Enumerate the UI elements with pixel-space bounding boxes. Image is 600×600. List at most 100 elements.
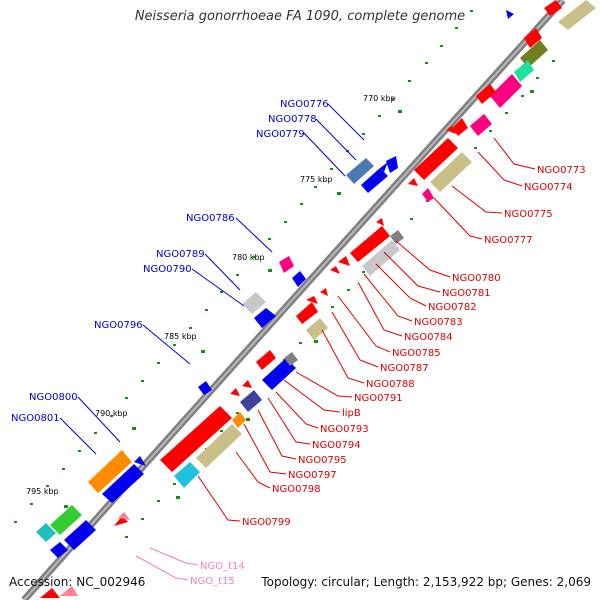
gene-block[interactable]	[284, 352, 298, 366]
kbp-label-780: 780 kbp	[232, 253, 265, 262]
gene-block[interactable]	[306, 318, 328, 340]
gene-block[interactable]	[524, 28, 542, 48]
gene-label-ngo0779[interactable]: NGO0779	[256, 129, 305, 140]
gene-block[interactable]	[470, 114, 492, 136]
gene-label-ngo0789[interactable]: NGO0789	[156, 249, 205, 260]
gene-block[interactable]	[346, 158, 374, 184]
gene-block[interactable]	[296, 302, 318, 324]
gene-label-ngo0787[interactable]: NGO0787	[380, 363, 429, 374]
gene-label-ngo0794[interactable]: NGO0794	[312, 440, 361, 451]
gene-block[interactable]	[242, 380, 252, 388]
gene-block[interactable]	[232, 412, 246, 428]
reverse-gene-labels: NGO0773 NGO0774 NGO0775 NGO0777 NGO0780 …	[242, 165, 586, 528]
gene-block[interactable]	[196, 424, 242, 468]
gene-label-lipb[interactable]: lipB	[342, 408, 361, 419]
gene-block[interactable]	[376, 218, 384, 226]
gene-label-ngo0781[interactable]: NGO0781	[442, 288, 491, 299]
accession-text: Accession: NC_002946	[9, 575, 146, 589]
gene-label-ngo0790[interactable]: NGO0790	[143, 264, 192, 275]
gene-label-ngo0796[interactable]: NGO0796	[94, 320, 143, 331]
gene-label-ngo0780[interactable]: NGO0780	[452, 273, 501, 284]
gene-block[interactable]	[320, 288, 328, 296]
gene-block[interactable]	[118, 512, 130, 520]
gene-label-ngo0777[interactable]: NGO0777	[484, 235, 533, 246]
gene-block[interactable]	[36, 523, 56, 542]
gene-label-ngo0800[interactable]: NGO0800	[29, 392, 78, 403]
gene-block[interactable]	[386, 156, 398, 173]
gene-label-ngo0774[interactable]: NGO0774	[524, 182, 573, 193]
gene-label-ngo0786[interactable]: NGO0786	[186, 213, 235, 224]
gene-block[interactable]	[306, 296, 318, 304]
gene-label-ngo0798[interactable]: NGO0798	[272, 484, 321, 495]
forward-genes	[36, 10, 514, 558]
gene-block[interactable]	[544, 0, 562, 16]
gene-block[interactable]	[490, 74, 522, 108]
gene-block[interactable]	[50, 542, 68, 558]
gene-label-ngo0783[interactable]: NGO0783	[414, 317, 463, 328]
gene-block[interactable]	[256, 350, 276, 370]
gene-block[interactable]	[514, 60, 534, 82]
kbp-label-795: 795 kbp	[26, 487, 59, 496]
gene-label-ngo0784[interactable]: NGO0784	[404, 332, 453, 343]
gene-block[interactable]	[174, 462, 200, 488]
rna-gene-labels: NGO_t14 NGO_t15	[190, 561, 245, 587]
gene-block[interactable]	[102, 464, 144, 503]
gene-block[interactable]	[134, 456, 146, 466]
gene-label-ngo0795[interactable]: NGO0795	[298, 455, 347, 466]
map-title: Neisseria gonorrhoeae FA 1090, complete …	[134, 9, 466, 24]
gene-block[interactable]	[390, 230, 404, 244]
gene-block[interactable]	[160, 406, 232, 472]
gene-block[interactable]	[408, 178, 418, 186]
gene-block[interactable]	[64, 520, 96, 550]
gene-block[interactable]	[88, 450, 132, 493]
reverse-genes	[40, 0, 596, 598]
gene-label-ngo0773[interactable]: NGO0773	[537, 165, 586, 176]
gene-label-ngo0776[interactable]: NGO0776	[280, 99, 329, 110]
gene-block[interactable]	[262, 358, 296, 390]
gene-label-ngo0782[interactable]: NGO0782	[428, 302, 477, 313]
gene-block[interactable]	[558, 0, 596, 30]
gene-label-ngo0788[interactable]: NGO0788	[366, 379, 415, 390]
gene-block[interactable]	[40, 588, 60, 598]
gene-block[interactable]	[240, 390, 262, 412]
gene-block[interactable]	[414, 138, 458, 180]
gene-block[interactable]	[198, 381, 212, 395]
gene-label-ngo0797[interactable]: NGO0797	[288, 470, 337, 481]
gene-label-ngo0778[interactable]: NGO0778	[268, 114, 317, 125]
gene-block[interactable]	[50, 505, 82, 535]
gene-block[interactable]	[361, 168, 388, 193]
gene-block[interactable]	[380, 162, 388, 172]
gene-label-ngo-t15[interactable]: NGO_t15	[190, 576, 235, 587]
gene-block[interactable]	[338, 256, 350, 266]
gene-label-ngo0793[interactable]: NGO0793	[320, 424, 369, 435]
gene-label-ngo-t14[interactable]: NGO_t14	[200, 561, 245, 572]
gene-block[interactable]	[506, 10, 514, 19]
gene-block[interactable]	[254, 308, 276, 328]
rna-connectors	[135, 547, 199, 581]
forward-connectors	[59, 103, 365, 455]
gene-block[interactable]	[279, 256, 294, 273]
forward-gene-labels: NGO0776 NGO0778 NGO0779 NGO0786 NGO0789 …	[11, 99, 329, 424]
gene-block[interactable]	[292, 271, 306, 287]
gene-block[interactable]	[230, 388, 240, 396]
tick-marks-minor	[64, 90, 534, 508]
gene-block[interactable]	[446, 126, 456, 134]
gene-label-ngo0785[interactable]: NGO0785	[392, 348, 441, 359]
gene-block[interactable]	[60, 586, 78, 596]
gene-block[interactable]	[350, 226, 390, 262]
gene-block[interactable]	[476, 84, 496, 104]
gene-block[interactable]	[430, 152, 472, 192]
gene-block[interactable]	[242, 292, 266, 314]
gene-label-ngo0801[interactable]: NGO0801	[11, 413, 60, 424]
kbp-label-790: 790 kbp	[95, 409, 128, 418]
gene-block[interactable]	[330, 266, 340, 274]
gene-label-ngo0775[interactable]: NGO0775	[504, 209, 553, 220]
genome-backbone-highlight	[23, 0, 564, 600]
kbp-label-775: 775 kbp	[300, 175, 333, 184]
gene-block[interactable]	[452, 118, 468, 136]
gene-label-ngo0791[interactable]: NGO0791	[354, 393, 403, 404]
gene-label-ngo0799[interactable]: NGO0799	[242, 517, 291, 528]
gene-block[interactable]	[422, 188, 434, 202]
reverse-connectors	[197, 137, 536, 522]
gene-block[interactable]	[362, 240, 400, 276]
